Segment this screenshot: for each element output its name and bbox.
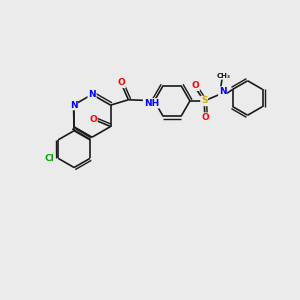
Text: O: O bbox=[202, 113, 209, 122]
Text: O: O bbox=[191, 81, 199, 90]
Text: CH₃: CH₃ bbox=[216, 73, 230, 79]
Text: N: N bbox=[219, 87, 226, 96]
Text: S: S bbox=[201, 97, 207, 106]
Text: NH: NH bbox=[144, 99, 159, 108]
Text: O: O bbox=[117, 78, 125, 87]
Text: N: N bbox=[70, 100, 77, 109]
Text: Cl: Cl bbox=[45, 154, 55, 164]
Text: O: O bbox=[89, 115, 97, 124]
Text: N: N bbox=[88, 90, 96, 99]
